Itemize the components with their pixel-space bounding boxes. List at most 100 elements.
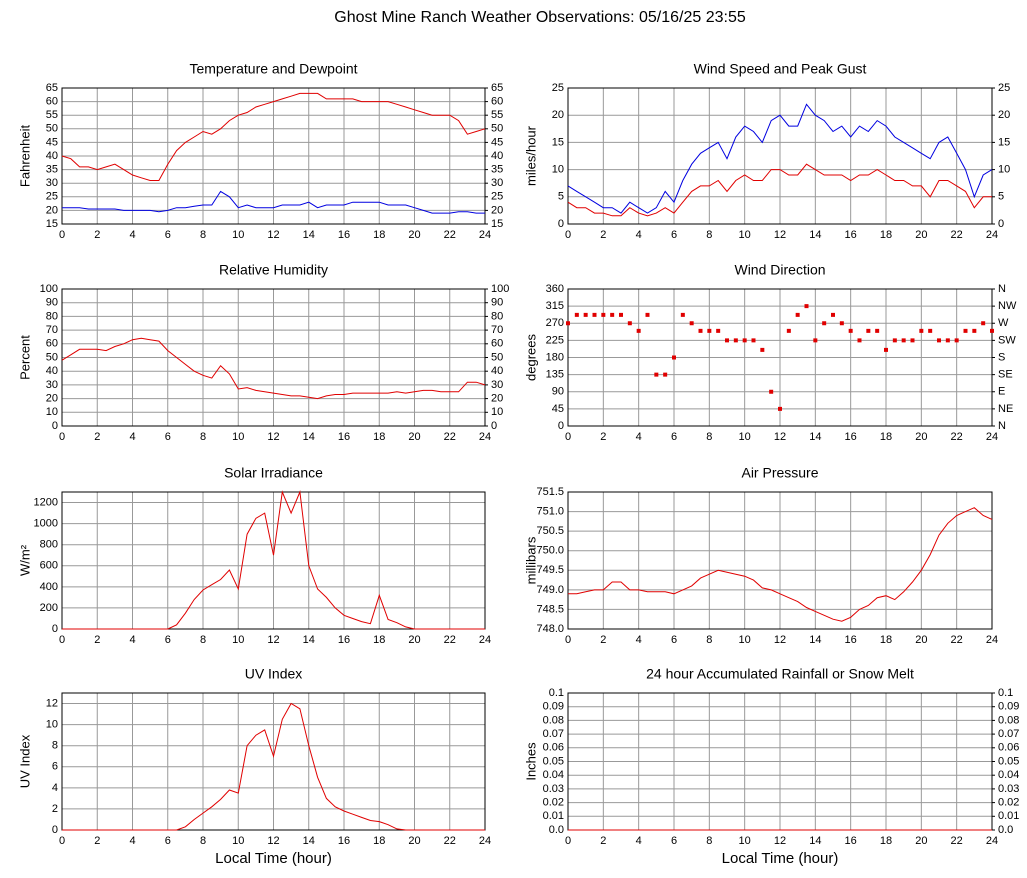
y2-tick-label: 25 [491, 191, 503, 203]
x-tick-label: 2 [600, 229, 606, 241]
y-tick-label: 315 [546, 300, 564, 312]
point [901, 338, 906, 343]
point [848, 328, 853, 333]
y-tick-label: 15 [46, 218, 58, 230]
y-tick-label: 8 [52, 740, 58, 752]
point [566, 321, 570, 326]
y2-tick-label: 25 [998, 82, 1010, 94]
series-line [62, 190, 485, 214]
x-tick-label: 20 [915, 431, 927, 443]
x-tick-label: 2 [600, 835, 606, 847]
point [592, 312, 597, 317]
x-tick-label: 2 [600, 431, 606, 443]
y-tick-label: 50 [46, 351, 58, 363]
x-tick-label: 0 [565, 634, 571, 646]
y-tick-label: 225 [546, 334, 564, 346]
point [689, 321, 694, 326]
y-tick-label: 360 [546, 283, 564, 295]
y-tick-label: 0.08 [543, 714, 564, 726]
y2-tick-label: W [998, 317, 1009, 329]
x-tick-label: 6 [165, 229, 171, 241]
point [831, 312, 835, 317]
x-tick-label: 16 [338, 431, 350, 443]
series-line [62, 702, 485, 831]
panel-title: Air Pressure [741, 465, 818, 481]
x-tick-label: 18 [373, 431, 385, 443]
y-tick-label: 20 [552, 109, 564, 121]
y-tick-label: 15 [552, 136, 564, 148]
y-tick-label: 750.5 [536, 525, 564, 537]
x-tick-label: 8 [200, 229, 206, 241]
x-tick-label: 14 [303, 431, 315, 443]
x-tick-label: 20 [915, 634, 927, 646]
x-tick-label: 22 [951, 431, 963, 443]
x-tick-label: 0 [59, 835, 65, 847]
point [645, 312, 650, 317]
x-tick-label: 6 [165, 431, 171, 443]
x-tick-label: 22 [951, 835, 963, 847]
point [583, 312, 588, 317]
y-tick-label: 60 [46, 338, 58, 350]
y-tick-label: 751.0 [536, 505, 564, 517]
x-tick-label: 8 [706, 431, 712, 443]
point [786, 328, 791, 333]
x-tick-label: 24 [479, 835, 491, 847]
x-tick-label: 4 [636, 431, 642, 443]
y2-tick-label: 0.06 [998, 742, 1019, 754]
y2-tick-label: 50 [491, 351, 503, 363]
x-tick-label: 24 [986, 634, 998, 646]
y-tick-label: 800 [40, 539, 58, 551]
panel-title: Solar Irradiance [224, 465, 323, 481]
x-tick-label: 6 [165, 835, 171, 847]
y-tick-label: 6 [52, 761, 58, 773]
y2-tick-label: 20 [491, 204, 503, 216]
point [954, 338, 959, 343]
x-tick-label: 2 [94, 634, 100, 646]
x-tick-label: 18 [373, 634, 385, 646]
x-tick-label: 10 [232, 229, 244, 241]
point [857, 338, 862, 343]
x-axis-label: Local Time (hour) [722, 850, 839, 867]
y2-tick-label: 0.07 [998, 728, 1019, 740]
y-tick-label: 0.05 [543, 755, 564, 767]
point [981, 321, 986, 326]
point [742, 338, 747, 343]
point [945, 338, 950, 343]
point [663, 372, 668, 377]
x-tick-label: 24 [479, 229, 491, 241]
point [795, 312, 800, 317]
point [654, 372, 659, 377]
y2-tick-label: NE [998, 403, 1013, 415]
x-tick-label: 0 [565, 431, 571, 443]
y-tick-label: 0 [558, 218, 564, 230]
y-tick-label: 0 [558, 420, 564, 432]
y-tick-label: 40 [46, 150, 58, 162]
point [751, 338, 756, 343]
y-axis-label: Fahrenheit [17, 125, 32, 188]
y-tick-label: 0.03 [543, 783, 564, 795]
x-tick-label: 0 [565, 229, 571, 241]
x-tick-label: 22 [444, 634, 456, 646]
series-line [62, 490, 485, 630]
point [574, 312, 579, 317]
plot-frame [61, 491, 486, 630]
x-tick-label: 14 [809, 835, 821, 847]
y-tick-label: 748.0 [536, 623, 564, 635]
y-tick-label: 5 [558, 191, 564, 203]
x-tick-label: 22 [444, 431, 456, 443]
panel-title: Wind Speed and Peak Gust [694, 61, 867, 77]
y2-tick-label: 0 [491, 420, 497, 432]
plot-frame [567, 87, 993, 225]
y-tick-label: 60 [46, 96, 58, 108]
x-tick-label: 14 [809, 431, 821, 443]
x-tick-label: 2 [600, 634, 606, 646]
x-tick-label: 24 [479, 634, 491, 646]
point [937, 338, 941, 343]
x-tick-label: 20 [408, 229, 420, 241]
y-tick-label: 65 [46, 82, 58, 94]
point [884, 347, 888, 352]
x-tick-label: 16 [338, 835, 350, 847]
y-tick-label: 4 [52, 782, 58, 794]
